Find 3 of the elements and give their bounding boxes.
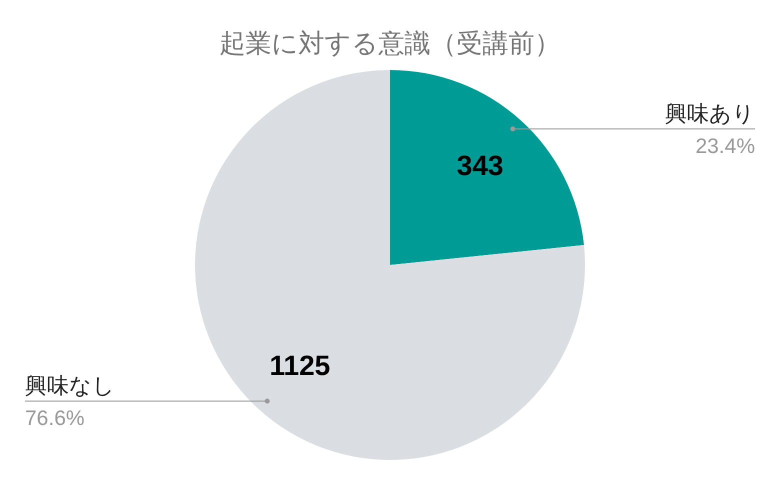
annotation: 23.4% <box>695 134 755 158</box>
title: 起業に対する意識（受講前） <box>220 28 560 58</box>
annotation: 76.6% <box>25 407 85 430</box>
